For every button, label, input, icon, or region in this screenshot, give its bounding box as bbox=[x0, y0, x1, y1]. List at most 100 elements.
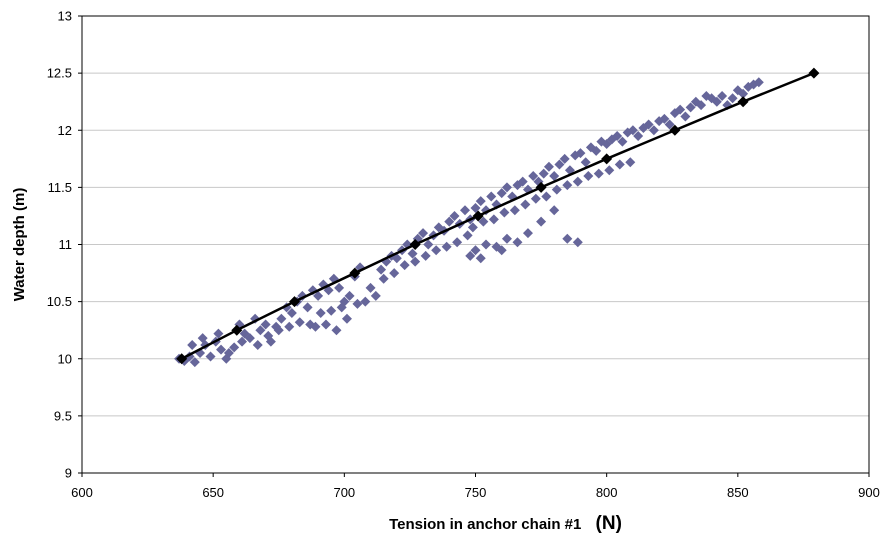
scatter-point bbox=[255, 325, 266, 336]
scatter-point bbox=[664, 119, 675, 130]
scatter-point bbox=[530, 193, 541, 204]
line-point bbox=[601, 153, 613, 165]
scatter-point bbox=[543, 161, 554, 172]
x-tick-label: 850 bbox=[727, 485, 749, 500]
line-point bbox=[472, 210, 484, 222]
scatter-point bbox=[604, 165, 615, 176]
scatter-point bbox=[197, 333, 208, 344]
scatter-point bbox=[538, 168, 549, 179]
scatter-point bbox=[612, 130, 623, 141]
y-tick-label: 11.5 bbox=[48, 180, 72, 195]
y-axis-title: Water depth (m) bbox=[11, 188, 28, 302]
scatter-point bbox=[680, 111, 691, 122]
y-tick-label: 9 bbox=[65, 466, 72, 481]
y-tick-label: 10 bbox=[58, 351, 72, 366]
x-tick-label: 750 bbox=[465, 485, 487, 500]
scatter-point bbox=[420, 250, 431, 261]
scatter-point bbox=[562, 180, 573, 191]
scatter-point bbox=[575, 148, 586, 159]
scatter-point bbox=[407, 248, 418, 259]
scatter-point bbox=[223, 348, 234, 359]
x-axis-title: Tension in anchor chain #1 (N) bbox=[389, 513, 622, 534]
scatter-point bbox=[625, 157, 636, 168]
scatter-point bbox=[541, 191, 552, 202]
scatter-series bbox=[174, 77, 764, 368]
y-tick-label: 13 bbox=[58, 9, 72, 24]
scatter-point bbox=[260, 319, 271, 330]
line-point bbox=[737, 96, 749, 108]
scatter-point bbox=[365, 282, 376, 293]
scatter-point bbox=[496, 188, 507, 199]
scatter-point bbox=[460, 205, 471, 216]
scatter-point bbox=[320, 319, 331, 330]
scatter-point bbox=[648, 125, 659, 136]
scatter-point bbox=[591, 145, 602, 156]
x-axis-unit: (N) bbox=[596, 513, 622, 534]
scatter-point bbox=[313, 290, 324, 301]
scatter-point bbox=[341, 313, 352, 324]
scatter-point bbox=[326, 305, 337, 316]
scatter-point bbox=[499, 207, 510, 218]
scatter-point bbox=[572, 237, 583, 248]
x-tick-label: 650 bbox=[202, 485, 224, 500]
scatter-point bbox=[572, 176, 583, 187]
scatter-point bbox=[520, 199, 531, 210]
line-point bbox=[349, 267, 361, 279]
scatter-point bbox=[344, 290, 355, 301]
scatter-point bbox=[517, 176, 528, 187]
scatter-point bbox=[467, 222, 478, 233]
scatter-point bbox=[244, 333, 255, 344]
scatter-point bbox=[738, 88, 749, 99]
scatter-point bbox=[475, 253, 486, 264]
scatter-point bbox=[310, 321, 321, 332]
scatter-point bbox=[478, 216, 489, 227]
scatter-point bbox=[360, 296, 371, 307]
scatter-point bbox=[675, 104, 686, 115]
scatter-point bbox=[389, 268, 400, 279]
scatter-point bbox=[216, 344, 227, 355]
fit-line-series bbox=[176, 67, 820, 365]
scatter-point bbox=[475, 196, 486, 207]
scatter-point bbox=[399, 260, 410, 271]
scatter-point bbox=[593, 168, 604, 179]
scatter-point bbox=[376, 264, 387, 275]
scatter-point bbox=[480, 239, 491, 250]
grid-lines bbox=[82, 72, 869, 417]
scatter-point bbox=[331, 325, 342, 336]
scatter-point bbox=[509, 205, 520, 216]
scatter-point bbox=[237, 336, 248, 347]
scatter-point bbox=[315, 308, 326, 319]
scatter-point bbox=[213, 328, 224, 339]
scatter-point bbox=[528, 170, 539, 181]
y-tick-label: 10.5 bbox=[47, 294, 72, 309]
scatter-point bbox=[501, 182, 512, 193]
scatter-point bbox=[522, 228, 533, 239]
scatter-point bbox=[643, 119, 654, 130]
scatter-point bbox=[370, 290, 381, 301]
scatter-point bbox=[512, 237, 523, 248]
scatter-point bbox=[580, 157, 591, 168]
scatter-point bbox=[286, 308, 297, 319]
fit-line bbox=[181, 71, 815, 360]
x-axis-ticks: 600 650 700 750 800 850 900 bbox=[71, 473, 880, 500]
scatter-point bbox=[378, 273, 389, 284]
scatter-point bbox=[727, 93, 738, 104]
scatter-point bbox=[431, 245, 442, 256]
scatter-point bbox=[263, 330, 274, 341]
scatter-point bbox=[549, 170, 560, 181]
scatter-point bbox=[685, 102, 696, 113]
scatter-point bbox=[462, 230, 473, 241]
scatter-point bbox=[696, 100, 707, 111]
scatter-point bbox=[205, 351, 216, 362]
scatter-point bbox=[273, 325, 284, 336]
scatter-point bbox=[614, 159, 625, 170]
scatter-point bbox=[229, 342, 240, 353]
scatter-point bbox=[334, 282, 345, 293]
scatter-point bbox=[562, 233, 573, 244]
x-tick-label: 800 bbox=[596, 485, 618, 500]
scatter-point bbox=[549, 205, 560, 216]
line-point bbox=[176, 353, 188, 365]
scatter-point bbox=[551, 184, 562, 195]
